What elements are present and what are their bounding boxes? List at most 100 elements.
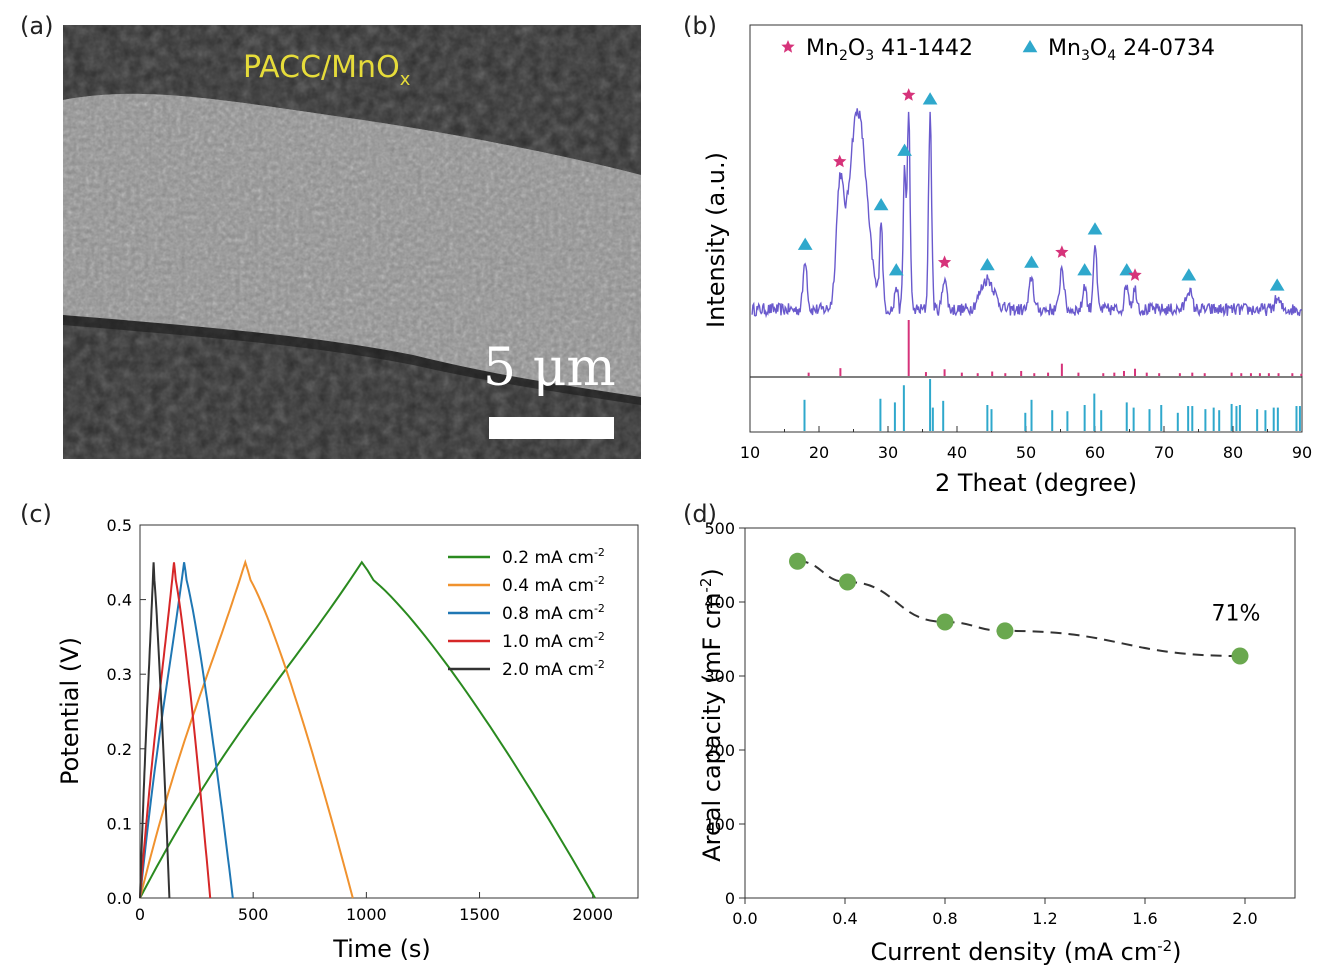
mn3o4-peak-marker [980, 258, 995, 271]
gcd-series-line [139, 559, 354, 899]
sem-fiber-shadow [63, 315, 641, 405]
sem-scale-bar [489, 417, 614, 439]
capacity-y-tick-label: 300 [704, 667, 735, 686]
capacity-plot-frame [744, 527, 1296, 899]
capacity-x-tick-label: 0.4 [832, 909, 857, 928]
capacity-x-tick-label: 1.6 [1132, 909, 1157, 928]
capacity-retention-annotation: 71% [1212, 602, 1261, 627]
mn3o4-peak-marker [897, 143, 912, 156]
mn3o4-peak-marker [797, 237, 813, 250]
capacity-x-tick-label: 2.0 [1232, 909, 1257, 928]
mn3o4-peak-marker [1119, 263, 1135, 276]
panel-b-label: (b) [683, 12, 717, 40]
gcd-plot-frame [139, 524, 639, 899]
xrd-x-tick-label: 60 [1085, 443, 1105, 462]
xrd-x-tick-label: 70 [1154, 443, 1174, 462]
legend-label: Mn2O3 41-1442 [806, 36, 973, 64]
capacity-y-tick-label: 0 [725, 889, 735, 908]
legend-star-icon [781, 40, 795, 53]
gcd-series-line [139, 562, 171, 899]
sem-sample-label-main: PACC/MnO [243, 50, 400, 85]
capacity-data-point [936, 613, 954, 631]
xrd-y-axis-label: Intensity (a.u.) [702, 152, 730, 328]
panel-d-label: (d) [683, 500, 717, 528]
gcd-x-tick-label: 2000 [572, 905, 613, 924]
capacity-chart: Areal capacity (mF cm-2) Current density… [697, 519, 1296, 966]
mn3o4-peak-marker [873, 197, 889, 211]
gcd-y-axis-label: Potential (V) [56, 637, 84, 785]
gcd-y-tick-label: 0.5 [107, 516, 132, 535]
sem-sample-label: PACC/MnOx [243, 50, 411, 90]
xrd-x-tick-label: 80 [1223, 443, 1243, 462]
capacity-y-axis-label: Areal capacity (mF cm-2) [697, 568, 726, 862]
capacity-data-point [1231, 647, 1249, 665]
gcd-series-line [139, 562, 212, 899]
capacity-y-tick-label: 200 [704, 741, 735, 760]
capacity-data-point [839, 573, 856, 591]
mn3o4-peak-marker [888, 263, 904, 276]
capacity-data-point [996, 622, 1014, 640]
capacity-data-point [789, 552, 806, 570]
mn2o3-peak-marker [1055, 245, 1069, 258]
mn3o4-peak-marker [1181, 268, 1197, 281]
mn3o4-peak-marker [922, 92, 938, 105]
gcd-y-tick-label: 0.1 [107, 814, 132, 833]
gcd-y-tick-label: 0.0 [107, 889, 132, 908]
xrd-chart: Intensity (a.u.) 2 Theat (degree) 10 20 30… [702, 24, 1312, 497]
capacity-x-axis-label: Current density (mA cm-2) [870, 937, 1181, 966]
xrd-x-tick-label: 40 [947, 443, 967, 462]
gcd-x-tick-label: 500 [238, 905, 269, 924]
mn2o3-peak-marker [937, 255, 952, 269]
xrd-x-axis-label: 2 Theat (degree) [935, 469, 1137, 497]
capacity-y-axis-label-sup: -2 [697, 578, 715, 593]
mn3o4-peak-marker [1024, 255, 1039, 268]
legend-triangle-icon [1022, 40, 1038, 53]
capacity-y-tick-label: 400 [704, 593, 735, 612]
legend-label: Mn3O4 24-0734 [1048, 36, 1215, 64]
capacity-y-tick-label: 100 [704, 815, 735, 834]
capacity-x-axis-label-sup: -2 [1157, 937, 1172, 955]
mn2o3-peak-marker [833, 154, 847, 168]
panel-a-label: (a) [20, 12, 54, 40]
gcd-legend-label: 2.0 mA cm-2 [502, 658, 605, 680]
mn3o4-peak-marker [1269, 278, 1285, 291]
capacity-y-axis-label-text: Areal capacity (mF cm [698, 593, 726, 862]
gcd-chart: Potential (V) Time (s) 0 500 1000 1500 2000 0… [56, 516, 639, 963]
capacity-y-axis-label-tail: ) [698, 568, 726, 577]
sem-scale-bar-label: 5 μm [483, 338, 616, 398]
xrd-x-tick-label: 90 [1292, 443, 1312, 462]
xrd-plot-frame [749, 24, 1303, 433]
mn3o4-peak-marker [1077, 263, 1092, 276]
xrd-pattern-line [751, 108, 1303, 319]
gcd-y-tick-label: 0.4 [107, 591, 132, 610]
capacity-x-tick-label: 0.8 [932, 909, 957, 928]
xrd-x-tick-label: 50 [1016, 443, 1036, 462]
gcd-series-line [139, 562, 234, 899]
gcd-legend-label: 0.4 mA cm-2 [502, 574, 605, 596]
gcd-y-tick-label: 0.2 [107, 740, 132, 759]
gcd-y-tick-label: 0.3 [107, 665, 132, 684]
sem-sample-label-subscript: x [400, 69, 411, 90]
capacity-x-axis-label-text: Current density (mA cm [870, 938, 1157, 966]
sem-micrograph: PACC/MnOx 5 μm [63, 25, 641, 459]
mn2o3-peak-marker [1128, 268, 1142, 281]
panel-c-label: (c) [20, 500, 52, 528]
gcd-x-tick-label: 1500 [459, 905, 500, 924]
xrd-x-tick-label: 30 [878, 443, 898, 462]
gcd-x-tick-label: 0 [135, 905, 145, 924]
capacity-x-tick-label: 1.2 [1032, 909, 1057, 928]
mn2o3-peak-marker [902, 88, 916, 101]
capacity-x-tick-label: 0.0 [732, 909, 757, 928]
gcd-legend-label: 0.2 mA cm-2 [502, 546, 605, 568]
gcd-legend-label: 1.0 mA cm-2 [502, 630, 605, 652]
gcd-legend-label: 0.8 mA cm-2 [502, 602, 605, 624]
gcd-x-axis-label: Time (s) [332, 935, 431, 963]
capacity-trend-line [797, 560, 1241, 658]
xrd-x-tick-label: 20 [809, 443, 829, 462]
capacity-y-tick-label: 500 [704, 519, 735, 538]
gcd-series-line [139, 560, 596, 899]
xrd-x-tick-label: 10 [740, 443, 760, 462]
mn3o4-peak-marker [1087, 222, 1103, 235]
gcd-x-tick-label: 1000 [346, 905, 387, 924]
capacity-x-axis-label-tail: ) [1172, 938, 1181, 966]
